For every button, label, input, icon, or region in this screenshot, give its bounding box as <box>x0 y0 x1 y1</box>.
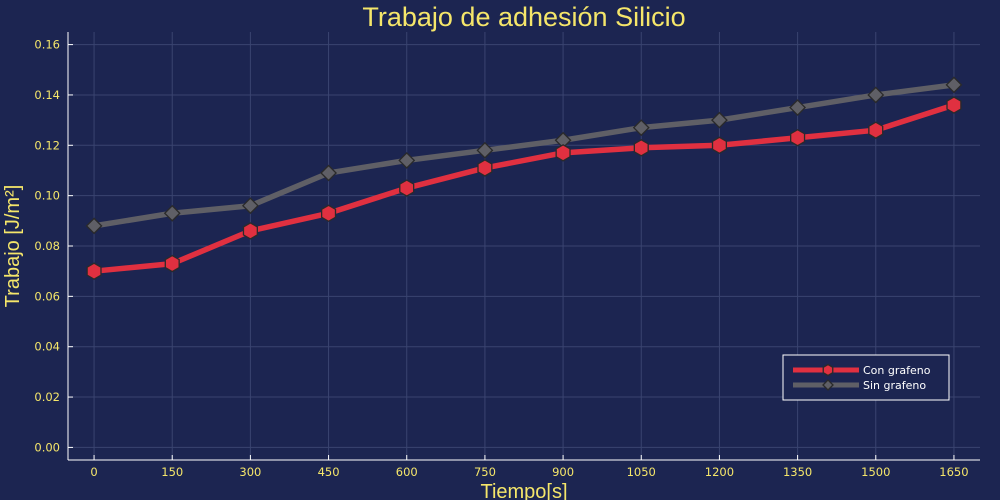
series-con-grafeno <box>86 96 962 280</box>
y-tick-label: 0.16 <box>34 38 60 52</box>
y-tick-label: 0.02 <box>34 390 60 404</box>
x-tick-label: 750 <box>474 465 496 479</box>
legend-item-sin-grafeno: Sin grafeno <box>793 379 926 392</box>
data-point-con-grafeno <box>868 121 884 139</box>
x-tick-label: 1650 <box>939 465 968 479</box>
data-point-con-grafeno <box>946 96 962 114</box>
chart-title: Trabajo de adhesión Silicio <box>362 2 685 32</box>
data-point-con-grafeno <box>477 159 493 177</box>
x-tick-label: 1350 <box>783 465 812 479</box>
y-tick-label: 0.04 <box>34 340 60 354</box>
series-line-con-grafeno <box>93 102 955 274</box>
data-point-sin-grafeno <box>398 151 416 169</box>
legend-label: Sin grafeno <box>863 379 926 392</box>
data-point-con-grafeno <box>633 139 649 157</box>
y-tick-label: 0.00 <box>34 440 60 454</box>
legend-marker-sin-grafeno <box>822 379 834 391</box>
data-point-con-grafeno <box>790 128 806 147</box>
data-point-sin-grafeno <box>85 217 103 235</box>
x-tick-label: 1050 <box>627 465 656 479</box>
x-tick-label: 1200 <box>705 465 734 479</box>
x-tick-label: 900 <box>552 465 574 479</box>
x-tick-label: 1500 <box>861 465 890 479</box>
legend-box <box>782 354 950 401</box>
y-tick-label: 0.10 <box>34 189 60 203</box>
data-point-con-grafeno <box>399 179 415 197</box>
data-point-sin-grafeno <box>163 204 181 222</box>
data-point-sin-grafeno <box>711 111 728 129</box>
x-tick-label: 0 <box>90 465 97 479</box>
data-point-sin-grafeno <box>476 141 494 159</box>
data-point-sin-grafeno <box>867 86 885 104</box>
data-point-con-grafeno <box>320 204 337 223</box>
data-point-con-grafeno <box>242 222 258 240</box>
y-tick-label: 0.08 <box>34 239 60 253</box>
data-point-con-grafeno <box>711 136 728 155</box>
x-tick-label: 150 <box>161 465 183 479</box>
data-point-sin-grafeno <box>632 119 650 137</box>
data-point-con-grafeno <box>555 144 571 162</box>
x-tick-label: 600 <box>396 465 418 479</box>
x-ticks: 0 150 300 450 600 750 900 1050 1200 1350 1500 1650 <box>90 455 969 479</box>
y-tick-label: 0.12 <box>34 138 60 152</box>
x-tick-label: 300 <box>239 465 261 479</box>
data-point-sin-grafeno <box>241 197 259 215</box>
x-axis-label: Tiempo[s] <box>480 481 567 500</box>
data-point-sin-grafeno <box>320 164 337 182</box>
series-line-sin-grafeno <box>93 82 955 229</box>
data-point-sin-grafeno <box>789 99 807 116</box>
series-sin-grafeno <box>85 76 963 235</box>
data-point-con-grafeno <box>164 254 180 273</box>
legend-label: Con grafeno <box>863 364 931 377</box>
x-tick-label: 450 <box>318 465 340 479</box>
y-tick-label: 0.14 <box>34 88 60 102</box>
legend-marker-con-grafeno <box>822 363 834 377</box>
data-point-sin-grafeno <box>945 76 963 94</box>
series <box>85 76 963 280</box>
y-axis-label: Trabajo [J/m²] <box>2 185 24 308</box>
data-point-con-grafeno <box>86 262 102 280</box>
y-ticks: 0.00 0.02 0.04 0.06 0.08 0.10 0.12 0.14 0.16 <box>34 38 73 454</box>
y-tick-label: 0.06 <box>34 289 60 303</box>
legend-item-con-grafeno: Con grafeno <box>793 363 931 377</box>
legend: Con grafeno Sin grafeno <box>782 354 950 401</box>
